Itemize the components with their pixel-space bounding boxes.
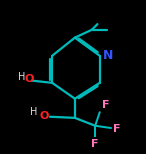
Text: F: F [91, 139, 99, 149]
Text: H: H [18, 72, 25, 82]
Text: H: H [30, 107, 38, 117]
Text: F: F [113, 124, 121, 134]
Text: F: F [102, 100, 110, 110]
Text: N: N [103, 49, 113, 62]
Text: O: O [25, 75, 34, 84]
Text: O: O [40, 111, 49, 121]
